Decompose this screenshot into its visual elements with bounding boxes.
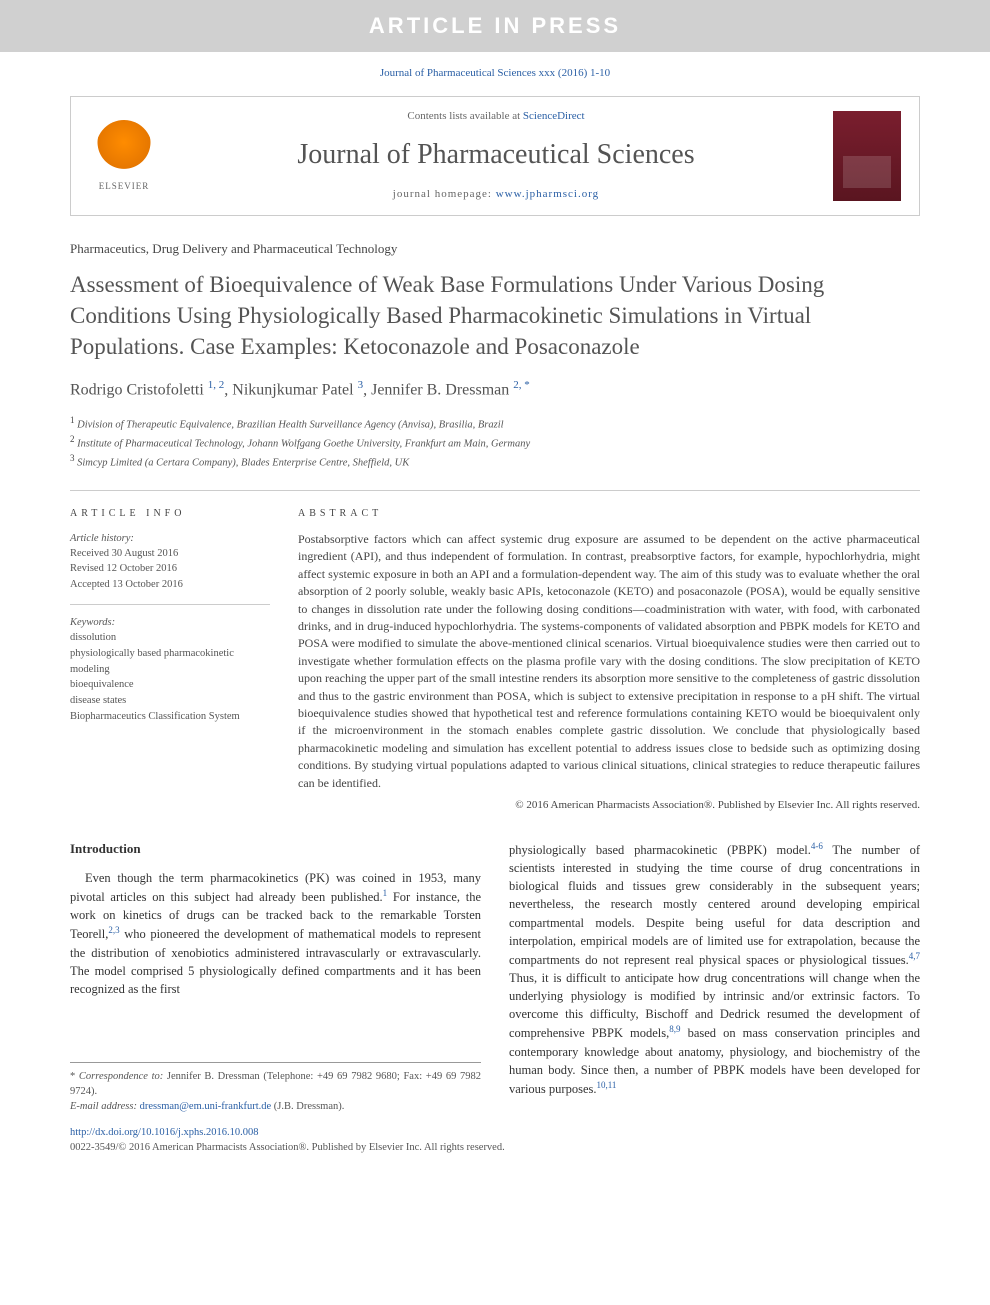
abstract-text: Postabsorptive factors which can affect … — [298, 531, 920, 792]
abstract-heading: ABSTRACT — [298, 507, 920, 522]
journal-homepage-line: journal homepage: www.jpharmsci.org — [177, 187, 815, 203]
ref-sup-8-9[interactable]: 8,9 — [669, 1024, 680, 1034]
info-divider — [70, 604, 270, 605]
abstract-column: ABSTRACT Postabsorptive factors which ca… — [298, 507, 920, 814]
journal-name: Journal of Pharmaceutical Sciences — [177, 135, 815, 176]
citation-line: Journal of Pharmaceutical Sciences xxx (… — [0, 52, 990, 96]
history-received: Received 30 August 2016 — [70, 546, 270, 561]
keywords-list: dissolutionphysiologically based pharmac… — [70, 630, 270, 725]
keywords-label: Keywords: — [70, 615, 270, 630]
correspondence-line: * Correspondence to: Jennifer B. Dressma… — [70, 1069, 481, 1099]
ref-sup-4-6[interactable]: 4-6 — [811, 841, 823, 851]
homepage-prefix: journal homepage: — [393, 188, 496, 200]
history-accepted: Accepted 13 October 2016 — [70, 577, 270, 592]
journal-header-box: ELSEVIER Contents lists available at Sci… — [70, 96, 920, 216]
corr-email-suffix: (J.B. Dressman). — [271, 1101, 344, 1112]
doi-link[interactable]: http://dx.doi.org/10.1016/j.xphs.2016.10… — [70, 1127, 259, 1138]
intro-p2-mid: The number of scientists interested in s… — [509, 843, 920, 967]
ref-sup-4-7[interactable]: 4,7 — [909, 951, 920, 961]
elsevier-logo: ELSEVIER — [89, 116, 159, 196]
elsevier-tree-icon — [96, 120, 152, 176]
email-label: E-mail address: — [70, 1101, 137, 1112]
history-label: Article history: — [70, 531, 270, 546]
article-info-heading: ARTICLE INFO — [70, 507, 270, 522]
corr-label: Correspondence to: — [79, 1071, 163, 1082]
abstract-copyright: © 2016 American Pharmacists Association®… — [298, 798, 920, 814]
issn-copyright-line: 0022-3549/© 2016 American Pharmacists As… — [70, 1142, 505, 1153]
affiliations-block: 1 Division of Therapeutic Equivalence, B… — [70, 414, 920, 472]
page-footer: http://dx.doi.org/10.1016/j.xphs.2016.10… — [0, 1115, 990, 1175]
corr-email-link[interactable]: dressman@em.uni-frankfurt.de — [140, 1101, 272, 1112]
ref-sup-2-3[interactable]: 2,3 — [108, 925, 119, 935]
introduction-heading: Introduction — [70, 840, 481, 859]
header-center: Contents lists available at ScienceDirec… — [177, 109, 815, 203]
intro-p1-post: who pioneered the development of mathema… — [70, 927, 481, 995]
contents-prefix: Contents lists available at — [407, 110, 522, 122]
intro-p2-pre: physiologically based pharmacokinetic (P… — [509, 843, 811, 857]
ref-sup-10-11[interactable]: 10,11 — [597, 1080, 617, 1090]
section-label: Pharmaceutics, Drug Delivery and Pharmac… — [70, 240, 920, 259]
contents-available-line: Contents lists available at ScienceDirec… — [177, 109, 815, 125]
article-title: Assessment of Bioequivalence of Weak Bas… — [70, 269, 920, 362]
history-revised: Revised 12 October 2016 — [70, 561, 270, 576]
sciencedirect-link[interactable]: ScienceDirect — [523, 110, 585, 122]
body-two-column: Introduction Even though the term pharma… — [70, 840, 920, 1115]
article-in-press-banner: ARTICLE IN PRESS — [0, 0, 990, 52]
journal-cover-thumbnail — [833, 111, 901, 201]
corr-star: * — [70, 1071, 75, 1082]
correspondence-email-line: E-mail address: dressman@em.uni-frankfur… — [70, 1099, 481, 1114]
intro-paragraph-1: Even though the term pharmacokinetics (P… — [70, 869, 481, 998]
article-info-column: ARTICLE INFO Article history: Received 3… — [70, 507, 270, 814]
elsevier-label: ELSEVIER — [99, 180, 150, 193]
authors-line: Rodrigo Cristofoletti 1, 2, Nikunjkumar … — [70, 378, 920, 402]
intro-paragraph-2: physiologically based pharmacokinetic (P… — [509, 840, 920, 1098]
correspondence-block: * Correspondence to: Jennifer B. Dressma… — [70, 1062, 481, 1115]
journal-homepage-link[interactable]: www.jpharmsci.org — [496, 188, 599, 200]
